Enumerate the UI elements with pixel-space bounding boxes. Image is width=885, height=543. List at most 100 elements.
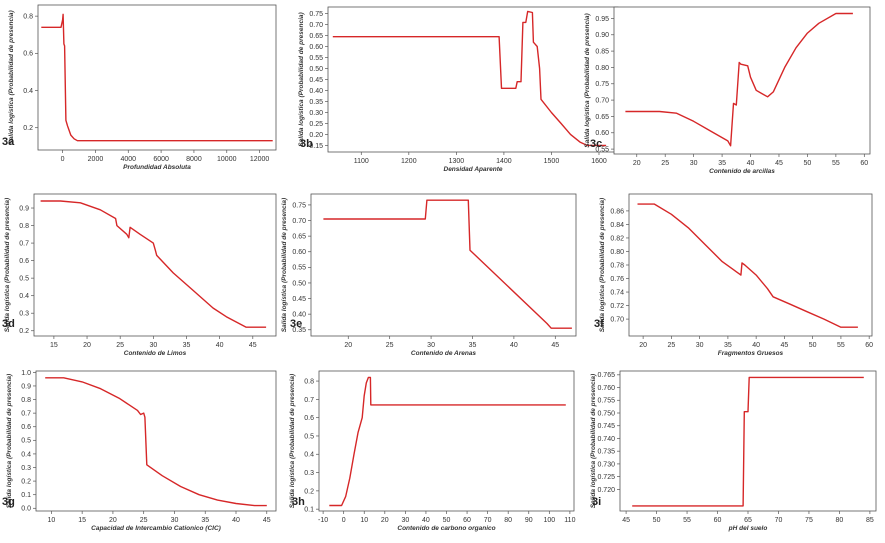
y-tick-label: 0.70	[292, 218, 306, 225]
x-axis-label: pH del suelo	[728, 525, 768, 532]
x-tick-label: 30	[690, 160, 698, 167]
x-tick-label: 45	[775, 160, 783, 167]
plot-frame	[318, 370, 575, 512]
chart-panel-3c: 20 25 30 35 40 45 50 55 60 0.55 0.60 0.65 0.70 0.75 0.…	[584, 6, 871, 175]
y-tick-label: 0.50	[292, 280, 306, 287]
x-tick-label: 40	[752, 342, 760, 349]
y-tick-label: 0.4	[304, 452, 314, 459]
y-tick-label: 0.1	[21, 492, 31, 499]
y-tick-label: 0.86	[610, 208, 624, 215]
x-tick-label: 0	[342, 517, 346, 524]
y-tick-label: 0.45	[309, 77, 323, 84]
plot-frame	[35, 370, 277, 512]
x-tick-label: 2000	[88, 156, 104, 163]
x-tick-label: 10000	[217, 156, 237, 163]
x-tick-label: 55	[683, 517, 691, 524]
x-tick-label: 45	[622, 517, 630, 524]
response-curve	[45, 377, 267, 507]
y-tick-label: 0.74	[610, 289, 624, 296]
x-tick-label: 1400	[496, 158, 512, 165]
y-tick-label: 0.8	[21, 397, 31, 404]
y-tick-label: 0.6	[23, 51, 33, 58]
x-tick-label: 50	[804, 160, 812, 167]
x-tick-label: 8000	[186, 156, 202, 163]
y-axis-label: Salida logística (Probabilidad de presen…	[6, 374, 13, 508]
x-tick-label: 60	[463, 517, 471, 524]
x-tick-label: 90	[525, 517, 533, 524]
x-tick-label: 60	[714, 517, 722, 524]
y-tick-label: 0.4	[19, 293, 29, 300]
response-curve	[632, 376, 864, 507]
x-tick-label: 20	[344, 342, 352, 349]
x-tick-label: 55	[837, 342, 845, 349]
panel-label: 3f	[594, 318, 604, 330]
y-tick-label: 0.80	[610, 249, 624, 256]
y-tick-label: 0.3	[21, 465, 31, 472]
chart-panel-3g: 10 15 20 25 30 35 40 45 0.0 0.1 0.2 0.3 0.4 0.5 0.6 0.7…	[2, 370, 277, 532]
y-tick-label: 0.60	[292, 249, 306, 256]
plot-frame	[33, 193, 277, 337]
y-tick-label: 0.9	[19, 205, 29, 212]
panel-label: 3b	[300, 138, 313, 150]
x-tick-label: 1300	[449, 158, 465, 165]
y-tick-label: 0.6	[19, 258, 29, 265]
x-tick-label: 30	[401, 517, 409, 524]
y-tick-label: 0.55	[595, 147, 609, 154]
x-tick-label: 60	[865, 342, 873, 349]
y-tick-label: 0.15	[309, 143, 323, 150]
y-tick-label: 0.95	[595, 16, 609, 23]
y-axis-label: Salida logística (Probabilidad de presen…	[584, 13, 591, 147]
y-tick-label: 0.745	[597, 423, 615, 430]
x-tick-label: 45	[249, 342, 257, 349]
y-tick-label: 0.5	[304, 433, 314, 440]
x-tick-label: 60	[860, 160, 868, 167]
y-tick-label: 0.5	[21, 438, 31, 445]
y-tick-label: 0.70	[610, 316, 624, 323]
y-tick-label: 0.35	[292, 327, 306, 334]
y-tick-label: 0.2	[19, 328, 29, 335]
y-tick-label: 0.6	[304, 415, 314, 422]
x-tick-label: 15	[78, 517, 86, 524]
x-tick-label: 70	[775, 517, 783, 524]
x-tick-label: 10	[47, 517, 55, 524]
y-tick-label: 0.760	[597, 385, 615, 392]
y-tick-label: 0.4	[21, 451, 31, 458]
y-tick-label: 0.7	[21, 411, 31, 418]
panel-label: 3c	[590, 138, 602, 150]
y-tick-label: 0.740	[597, 436, 615, 443]
x-tick-label: 50	[809, 342, 817, 349]
x-tick-label: 20	[639, 342, 647, 349]
y-tick-label: 1.0	[21, 370, 31, 377]
x-tick-label: 40	[422, 517, 430, 524]
y-tick-label: 0.2	[23, 125, 33, 132]
plot-frame	[327, 6, 619, 153]
y-tick-label: 0.76	[610, 276, 624, 283]
response-curve	[40, 200, 267, 328]
y-tick-label: 0.9	[21, 383, 31, 390]
y-tick-label: 0.750	[597, 410, 615, 417]
y-axis-label: Salida logística (Probabilidad de presen…	[298, 12, 305, 146]
response-curve	[329, 376, 566, 507]
x-axis-label: Profundidad Absoluta	[123, 164, 191, 171]
x-tick-label: -10	[318, 517, 328, 524]
panel-label: 3d	[2, 318, 15, 330]
chart-panel-3b: 1100 1200 1300 1400 1500 1600 0.15 0.20 0.25 0.30…	[298, 6, 619, 173]
y-tick-label: 0.40	[309, 88, 323, 95]
y-tick-label: 0.90	[595, 32, 609, 39]
y-tick-label: 0.75	[292, 202, 306, 209]
x-tick-label: 80	[836, 517, 844, 524]
x-tick-label: 1100	[354, 158, 369, 165]
x-tick-label: 65	[744, 517, 752, 524]
chart-panel-3f: 20 25 30 35 40 45 50 55 60 0.70 0.72 0.74 0.76 0.78 0.…	[594, 193, 873, 357]
plot-frame	[310, 193, 577, 337]
y-tick-label: 0.765	[597, 372, 615, 379]
x-tick-label: 1200	[401, 158, 417, 165]
y-tick-label: 0.80	[595, 65, 609, 72]
x-axis-label: Contenido de carbono organico	[397, 525, 495, 532]
y-tick-label: 0.85	[595, 49, 609, 56]
y-tick-label: 0.65	[595, 114, 609, 121]
x-tick-label: 12000	[250, 156, 270, 163]
x-tick-label: 40	[232, 517, 240, 524]
y-axis-label: Salida logística (Probabilidad de presen…	[281, 198, 288, 332]
